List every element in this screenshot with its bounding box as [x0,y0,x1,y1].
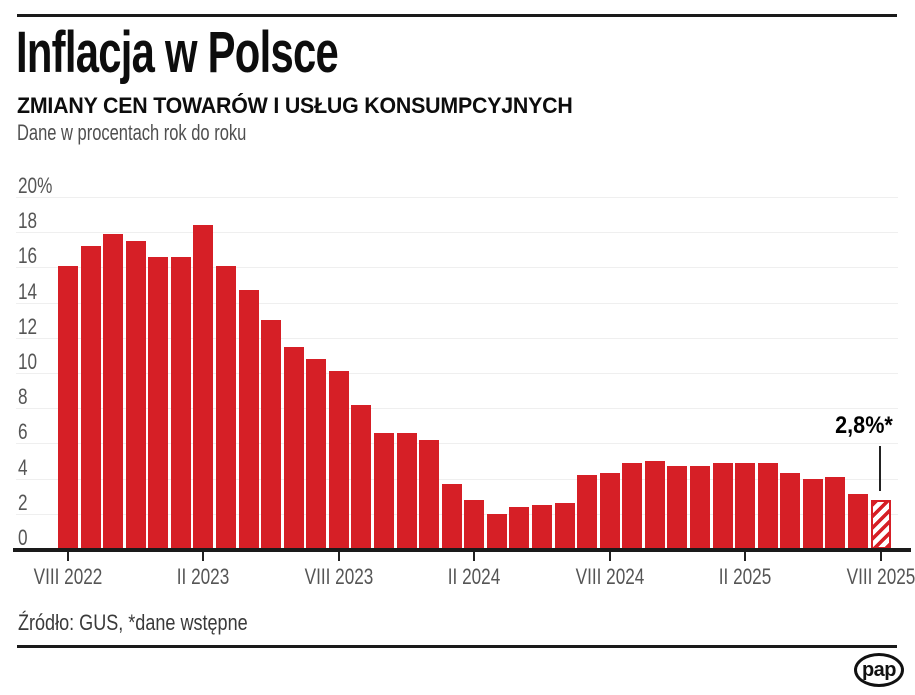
chart-subtitle: ZMIANY CEN TOWARÓW I USŁUG KONSUMPCYJNYC… [17,93,573,118]
bar-VII-2025 [847,494,868,549]
bottom-rule [17,645,897,648]
top-rule [17,14,897,17]
x-axis-label-VIII-2024: VIII 2024 [575,564,645,589]
x-axis-label-VIII-2025: VIII 2025 [846,564,915,589]
y-axis-label-4: 4 [18,454,28,480]
bar-I-2023 [170,256,191,549]
bar-V-2025 [802,478,823,549]
bar-X-2022 [103,233,124,549]
x-axis-tick-VIII-2025 [879,552,882,561]
chart-unit-note: Dane w procentach rok do roku [17,120,247,145]
x-axis-label-II-2024: II 2024 [448,564,501,589]
gridline-8 [16,408,898,410]
y-axis-label-14: 14 [18,278,38,304]
gridline-20 [16,197,898,198]
bar-VIII-2025 [870,499,891,549]
bar-III-2025 [757,462,778,549]
x-axis-label-II-2025: II 2025 [718,564,772,589]
bar-X-2024 [644,461,665,549]
bar-V-2024 [531,505,552,549]
bar-IV-2023 [238,290,259,549]
y-axis-label-20: 20% [18,173,53,198]
bar-IV-2024 [509,506,530,549]
x-axis-tick-VIII-2023 [337,552,340,561]
bar-XI-2022 [125,241,146,549]
source-note: Źródło: GUS, *dane wstępne [18,610,248,635]
gridline-16 [16,267,898,269]
latest-value-annotation: 2,8%* [835,412,893,439]
gridline-18 [16,232,898,234]
bar-IX-2022 [80,246,101,549]
y-axis-label-2: 2 [18,489,28,515]
bar-VII-2023 [306,358,327,549]
y-axis-label-18: 18 [18,208,38,234]
x-axis-tick-II-2024 [473,552,476,561]
page-title: Inflacja w Polsce [16,20,339,85]
bar-VII-2024 [577,475,598,549]
bar-III-2023 [215,265,236,549]
gridline-4 [16,478,898,480]
x-axis-tick-VIII-2024 [608,552,611,561]
bar-I-2024 [441,483,462,549]
y-axis-label-12: 12 [18,313,38,339]
bar-VI-2024 [554,503,575,549]
x-axis-label-VIII-2023: VIII 2023 [304,564,374,589]
inflation-bar-chart: 20% 18 16 14 12 10 8 6 4 2 0 VIII 2022 II 2023 VIII 2… [0,175,915,595]
gridline-12 [16,337,898,339]
bar-X-2023 [373,432,394,549]
x-axis-tick-VIII-2022 [67,552,69,561]
bar-XI-2023 [396,432,417,549]
x-axis-label-II-2023: II 2023 [177,564,230,589]
bar-IX-2023 [351,404,372,549]
y-axis-label-16: 16 [18,243,38,269]
bar-II-2024 [464,499,485,549]
gridline-6 [16,443,898,445]
x-axis-line [13,548,911,552]
gridline-14 [16,302,898,304]
bar-VI-2023 [283,346,304,549]
bar-I-2025 [712,462,733,549]
bar-V-2023 [261,320,282,549]
bar-III-2024 [486,513,507,549]
x-axis-tick-II-2023 [202,552,205,561]
y-axis-label-10: 10 [18,349,38,374]
gridline-10 [16,373,898,374]
bar-XI-2024 [667,466,688,549]
y-axis-label-6: 6 [18,419,28,445]
bar-II-2023 [193,225,214,549]
bar-XII-2023 [419,439,440,549]
bar-XII-2024 [689,466,710,549]
x-axis-tick-II-2025 [744,552,747,561]
y-axis-label-8: 8 [18,384,28,410]
bar-VIII-2024 [599,473,620,549]
bar-II-2025 [735,462,756,549]
pap-logo-text: pap [861,659,897,681]
bar-XII-2022 [148,256,169,549]
bar-VIII-2023 [328,371,349,549]
bar-VI-2025 [825,476,846,549]
annotation-leader-line [879,446,881,491]
bar-VIII-2022 [58,265,78,549]
y-axis-label-0: 0 [18,525,28,550]
x-axis-label-VIII-2022: VIII 2022 [33,564,103,589]
pap-logo: pap [854,653,904,687]
bar-IV-2025 [780,473,801,549]
bar-IX-2024 [622,462,643,549]
